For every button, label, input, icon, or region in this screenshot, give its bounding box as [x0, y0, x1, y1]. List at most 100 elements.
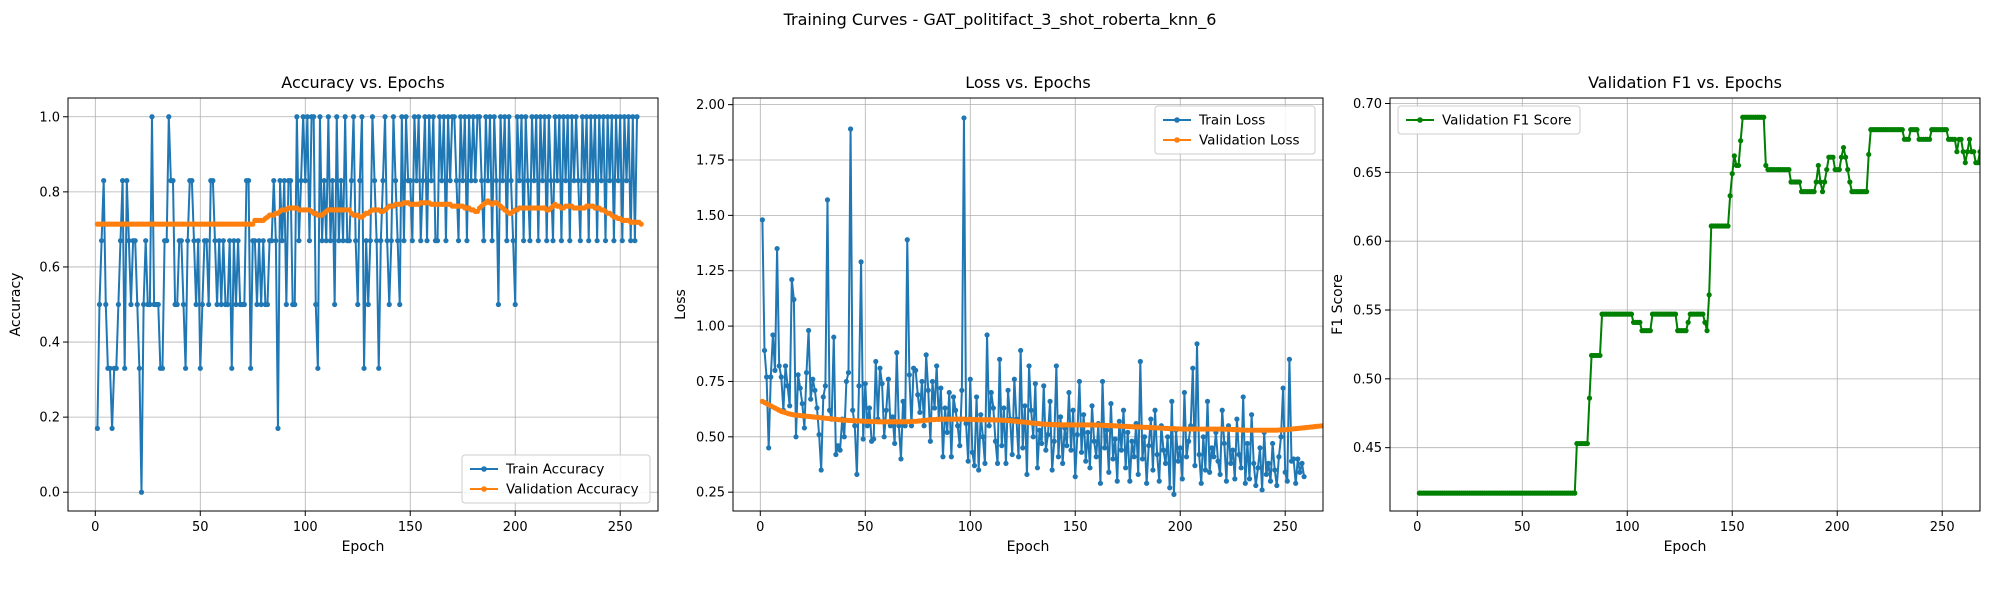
legend-swatch-marker: [1174, 117, 1180, 123]
train-loss-point: [795, 372, 801, 378]
train-loss-point: [1240, 394, 1246, 400]
train-loss-point: [791, 296, 797, 303]
train-loss-point: [778, 374, 784, 380]
train-accuracy-point: [233, 301, 239, 308]
train-accuracy-point: [294, 114, 300, 120]
train-accuracy-series: [94, 114, 640, 495]
validation-f1-score-point: [1984, 128, 1989, 133]
train-loss-point: [1112, 436, 1118, 442]
validation-f1-score-point: [1845, 166, 1851, 173]
train-loss-point: [990, 405, 996, 411]
validation-f1-score-point: [1685, 319, 1691, 325]
train-loss-point: [812, 387, 818, 393]
train-accuracy-point: [353, 238, 359, 244]
validation-f1-score-point: [1838, 154, 1845, 160]
train-accuracy-point: [634, 114, 640, 120]
train-loss-point: [957, 443, 963, 449]
validation-f1-score-point: [1914, 127, 1920, 133]
validation-f1-score-point: [1586, 395, 1593, 401]
legend-swatch-marker: [1417, 117, 1423, 123]
train-loss-point: [1047, 398, 1053, 404]
train-loss-point: [1232, 476, 1238, 482]
accuracy-x-tick-label: 200: [503, 520, 528, 535]
train-accuracy-point: [210, 178, 216, 184]
train-loss-point: [997, 356, 1003, 362]
train-loss-point: [1253, 482, 1259, 489]
train-accuracy-point: [329, 178, 336, 184]
train-accuracy-point: [500, 178, 506, 184]
train-accuracy-point: [533, 114, 539, 120]
train-accuracy-point: [197, 365, 203, 371]
train-accuracy-point: [487, 114, 493, 120]
train-accuracy-point: [525, 178, 531, 184]
train-accuracy-point: [126, 238, 132, 244]
train-loss-point: [973, 394, 980, 400]
validation-f1-score-point: [1960, 149, 1966, 155]
loss-y-tick-label: 1.50: [696, 209, 725, 224]
train-accuracy-point: [539, 178, 546, 184]
validation-f1-score-point: [1628, 311, 1635, 317]
train-accuracy-point: [409, 238, 415, 244]
train-accuracy-point: [605, 114, 611, 120]
train-loss-point: [881, 434, 887, 440]
train-loss-point: [923, 352, 929, 358]
train-accuracy-point: [451, 114, 457, 120]
train-accuracy-point: [516, 178, 523, 184]
train-loss-point: [799, 401, 805, 407]
train-accuracy-point: [439, 178, 445, 184]
train-loss-point: [847, 126, 854, 132]
validation-f1-score-point: [1704, 328, 1710, 334]
train-loss-point: [950, 394, 957, 400]
train-accuracy-point: [229, 365, 235, 371]
train-accuracy-point: [350, 114, 357, 120]
train-accuracy-point: [399, 114, 405, 120]
train-loss-point: [894, 350, 900, 356]
train-accuracy-point: [575, 178, 581, 184]
train-loss-point: [952, 407, 959, 413]
f1-x-tick-label: 150: [1720, 520, 1745, 535]
train-loss-point: [1215, 458, 1221, 464]
train-accuracy-point: [495, 301, 502, 308]
train-loss-point: [978, 412, 984, 418]
validation-f1-score-point: [1847, 179, 1853, 185]
train-accuracy-point: [321, 178, 327, 184]
validation-f1-score-point: [1966, 136, 1973, 142]
train-loss-point: [1286, 356, 1293, 362]
train-loss-point: [1146, 443, 1152, 449]
train-loss-point: [864, 423, 870, 429]
train-accuracy-point: [195, 238, 201, 244]
train-accuracy-point: [334, 114, 340, 120]
train-accuracy-point: [506, 114, 512, 120]
train-accuracy-point: [180, 301, 187, 308]
train-accuracy-point: [306, 238, 313, 244]
train-accuracy-point: [455, 238, 462, 244]
train-loss-point: [787, 403, 793, 409]
train-loss-point: [1055, 454, 1062, 460]
validation-f1-score-point: [1597, 352, 1603, 359]
train-accuracy-point: [203, 238, 210, 244]
train-accuracy-point: [338, 178, 344, 184]
train-accuracy-point: [594, 238, 600, 244]
train-accuracy-point: [189, 178, 195, 184]
validation-f1-score-point: [1830, 154, 1836, 160]
train-accuracy-point: [602, 238, 609, 244]
train-loss-point: [1257, 445, 1263, 451]
train-accuracy-point: [357, 178, 363, 184]
train-accuracy-point: [479, 178, 485, 184]
accuracy-y-tick-label: 0.0: [39, 486, 60, 501]
validation-f1-score-point: [1727, 193, 1733, 199]
train-accuracy-point: [453, 178, 460, 184]
train-accuracy-point: [407, 178, 413, 184]
train-accuracy-point: [340, 238, 346, 244]
f1-y-tick-label: 0.50: [1353, 372, 1382, 387]
train-loss-point: [1179, 476, 1185, 482]
legend-swatch-marker: [481, 466, 487, 472]
train-loss-point: [1005, 387, 1011, 393]
train-accuracy-point: [497, 114, 504, 120]
train-accuracy-point: [113, 365, 119, 371]
loss-y-tick-label: 1.00: [696, 320, 725, 335]
loss-y-tick-label: 0.75: [696, 375, 725, 390]
train-loss-point: [860, 436, 866, 442]
